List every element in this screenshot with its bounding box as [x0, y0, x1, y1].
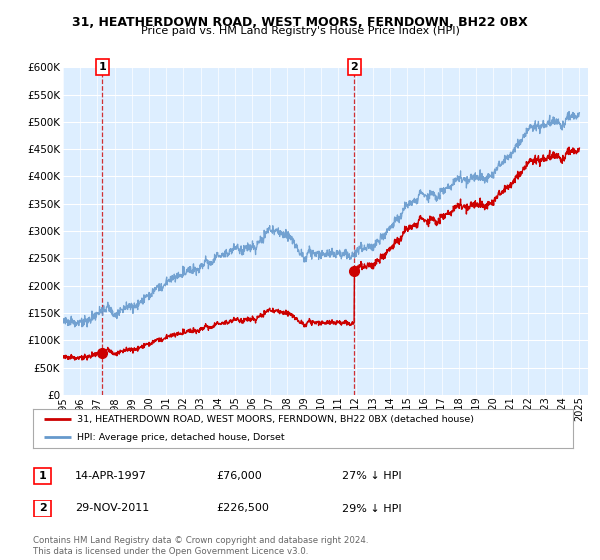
- FancyBboxPatch shape: [34, 468, 51, 484]
- Text: 31, HEATHERDOWN ROAD, WEST MOORS, FERNDOWN, BH22 0BX (detached house): 31, HEATHERDOWN ROAD, WEST MOORS, FERNDO…: [77, 415, 474, 424]
- Text: 29% ↓ HPI: 29% ↓ HPI: [342, 503, 401, 514]
- Text: 2: 2: [350, 62, 358, 72]
- FancyBboxPatch shape: [34, 501, 51, 516]
- Text: 31, HEATHERDOWN ROAD, WEST MOORS, FERNDOWN, BH22 0BX: 31, HEATHERDOWN ROAD, WEST MOORS, FERNDO…: [72, 16, 528, 29]
- Text: 14-APR-1997: 14-APR-1997: [75, 471, 147, 481]
- Text: 1: 1: [98, 62, 106, 72]
- Text: 2: 2: [39, 503, 46, 514]
- Text: Contains HM Land Registry data © Crown copyright and database right 2024.
This d: Contains HM Land Registry data © Crown c…: [33, 536, 368, 556]
- Text: Price paid vs. HM Land Registry's House Price Index (HPI): Price paid vs. HM Land Registry's House …: [140, 26, 460, 36]
- Text: 27% ↓ HPI: 27% ↓ HPI: [342, 471, 401, 481]
- Text: £226,500: £226,500: [216, 503, 269, 514]
- Text: HPI: Average price, detached house, Dorset: HPI: Average price, detached house, Dors…: [77, 433, 285, 442]
- Text: £76,000: £76,000: [216, 471, 262, 481]
- Text: 1: 1: [39, 471, 46, 481]
- Text: 29-NOV-2011: 29-NOV-2011: [75, 503, 149, 514]
